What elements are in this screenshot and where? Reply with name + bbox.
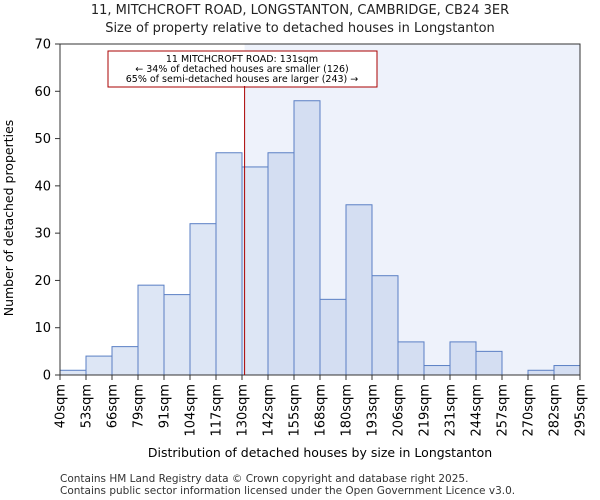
x-tick-label: 79sqm (132, 384, 147, 428)
bar (449, 341, 477, 376)
x-tick-label: 180sqm (340, 384, 355, 437)
x-axis-label: Distribution of detached houses by size … (148, 445, 492, 460)
y-axis-ticks: 0 10 20 30 40 50 60 70 (34, 38, 60, 384)
bar (423, 365, 451, 376)
footer-licence: Contains public sector information licen… (60, 485, 516, 497)
x-tick-label: 168sqm (314, 384, 329, 437)
bar (475, 350, 503, 376)
bar (137, 284, 165, 376)
chart-title-address: 11, MITCHCROFT ROAD, LONGSTANTON, CAMBRI… (90, 3, 510, 18)
bar (111, 346, 139, 376)
y-tick-label: 70 (34, 38, 51, 53)
bar (371, 275, 399, 376)
x-tick-label: 270sqm (522, 384, 537, 437)
plot-frame (59, 43, 581, 376)
bar (345, 204, 373, 376)
x-tick-label: 117sqm (210, 384, 225, 437)
x-tick-label: 155sqm (288, 384, 303, 437)
y-axis-label: Number of detached properties (1, 120, 16, 317)
x-tick-label: 130sqm (236, 384, 251, 437)
y-tick-label: 60 (34, 85, 51, 100)
y-tick-label: 50 (34, 132, 51, 147)
y-tick-label: 40 (34, 179, 51, 194)
annotation-box (107, 50, 378, 88)
bar (189, 223, 217, 376)
y-tick-label: 30 (34, 227, 51, 242)
bar (267, 152, 295, 376)
x-tick-label: 40sqm (54, 384, 69, 428)
x-tick-label: 244sqm (470, 384, 485, 437)
chart-subtitle: Size of property relative to detached ho… (105, 21, 495, 36)
bar (163, 294, 191, 376)
annotation-line3: 65% of semi-detached houses are larger (… (126, 74, 359, 85)
annotation-line1: 11 MITCHCROFT ROAD: 131sqm (166, 54, 318, 65)
x-tick-label: 53sqm (80, 384, 95, 428)
bar (293, 100, 321, 376)
bar (59, 369, 87, 376)
annotation-line2: ← 34% of detached houses are smaller (12… (135, 64, 348, 75)
x-tick-label: 104sqm (184, 384, 199, 437)
y-tick-label: 10 (34, 321, 51, 336)
y-tick-label: 20 (34, 274, 51, 289)
bar (319, 298, 347, 376)
bar (241, 166, 269, 376)
x-tick-label: 219sqm (418, 384, 433, 437)
y-tick-label: 0 (43, 369, 51, 384)
bar (527, 369, 555, 376)
x-tick-label: 91sqm (158, 384, 173, 428)
x-tick-label: 66sqm (106, 384, 121, 428)
x-tick-label: 206sqm (392, 384, 407, 437)
bar (397, 341, 425, 376)
x-tick-label: 193sqm (366, 384, 381, 437)
x-tick-label: 295sqm (574, 384, 589, 437)
x-tick-label: 231sqm (444, 384, 459, 437)
bars-group (59, 100, 581, 376)
x-tick-label: 257sqm (496, 384, 511, 437)
bar (553, 365, 581, 376)
bar (85, 355, 113, 376)
x-tick-label: 142sqm (262, 384, 277, 437)
bar (215, 152, 243, 376)
footer-copyright: Contains HM Land Registry data © Crown c… (60, 473, 469, 485)
x-tick-label: 282sqm (548, 384, 563, 437)
x-axis-ticks: 40sqm 53sqm 66sqm 79sqm 91sqm 104sqm 117sqm 130… (54, 375, 589, 437)
